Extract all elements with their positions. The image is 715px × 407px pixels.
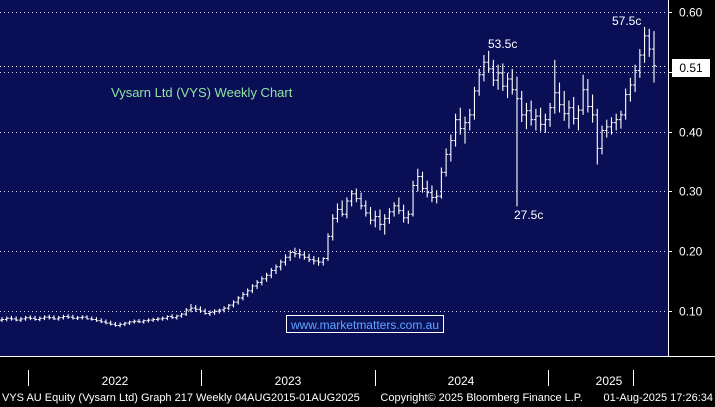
y-tick-label: 0.20	[679, 245, 703, 259]
y-tick-label: 0.60	[679, 6, 703, 20]
x-tick-label: 2022	[102, 374, 129, 388]
x-tick-label: 2024	[448, 374, 475, 388]
x-tick-label: 2025	[596, 374, 623, 388]
chart-title: Vysarn Ltd (VYS) Weekly Chart	[111, 85, 293, 100]
footer-copyright: Copyright© 2025 Bloomberg Finance L.P.	[380, 392, 583, 404]
annotation-mid-high: 53.5c	[488, 37, 518, 51]
annotation-low: 27.5c	[514, 208, 544, 222]
y-axis-background	[668, 0, 715, 356]
chart-footer: VYS AU Equity (Vysarn Ltd) Graph 217 Wee…	[0, 389, 715, 407]
annotation-high: 57.5c	[612, 14, 642, 28]
x-tick-label: 2023	[275, 374, 302, 388]
plot-background	[0, 0, 668, 356]
x-axis-background	[0, 356, 715, 389]
footer-security-info: VYS AU Equity (Vysarn Ltd) Graph 217 Wee…	[2, 392, 360, 404]
y-tick-label: 0.40	[679, 126, 703, 140]
footer-timestamp: 01-Aug-2025 17:26:34	[603, 392, 713, 404]
website-watermark[interactable]: www.marketmatters.com.au	[286, 315, 444, 333]
y-tick-label: 0.30	[679, 185, 703, 199]
y-tick-label: 0.10	[679, 305, 703, 319]
last-price-badge: 0.51	[672, 59, 710, 77]
